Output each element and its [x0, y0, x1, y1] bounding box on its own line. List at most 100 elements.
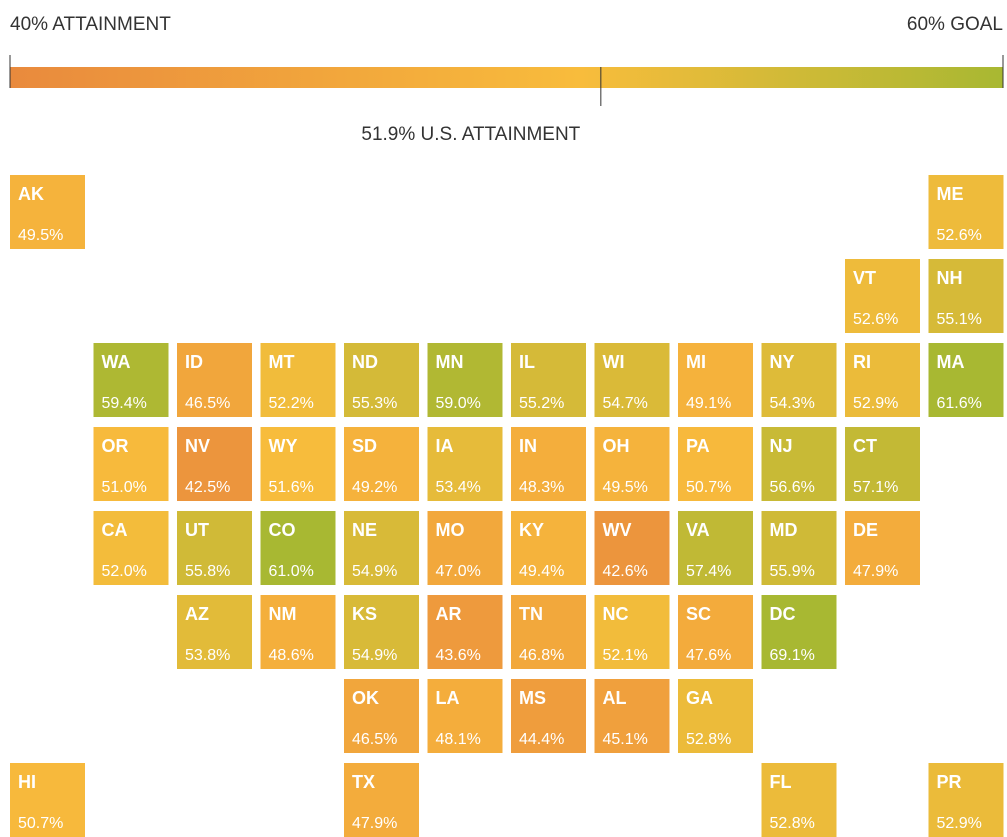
tile	[427, 679, 503, 753]
tile	[594, 595, 670, 669]
state-value: 57.4%	[686, 563, 731, 580]
state-value: 55.8%	[185, 563, 230, 580]
state-tile: CA 52.0%	[93, 511, 169, 585]
state-abbr: RI	[853, 352, 871, 372]
state-tile: SC 47.6%	[678, 595, 753, 669]
state-tile: OH 49.5%	[594, 427, 670, 501]
state-abbr: ME	[937, 184, 964, 204]
state-value: 54.9%	[352, 647, 397, 664]
tile	[10, 763, 85, 837]
state-tile: HI 50.7%	[10, 763, 85, 837]
state-abbr: AK	[18, 184, 44, 204]
state-abbr: IL	[519, 352, 535, 372]
state-tile: DC 69.1%	[761, 595, 837, 669]
state-tile: ND 55.3%	[344, 343, 419, 417]
state-abbr: IA	[436, 436, 454, 456]
state-value: 45.1%	[603, 731, 648, 748]
state-tile: NY 54.3%	[761, 343, 837, 417]
state-value: 50.7%	[686, 479, 731, 496]
tile	[344, 427, 419, 501]
state-value: 47.9%	[853, 563, 898, 580]
state-value: 54.7%	[603, 395, 648, 412]
state-tile: MN 59.0%	[427, 343, 503, 417]
state-tile: IN 48.3%	[511, 427, 586, 501]
state-abbr: SC	[686, 604, 711, 624]
tile	[93, 427, 169, 501]
state-value: 55.2%	[519, 395, 564, 412]
state-abbr: MO	[436, 520, 465, 540]
state-abbr: OR	[102, 436, 129, 456]
state-value: 59.4%	[102, 395, 147, 412]
tile	[177, 511, 252, 585]
state-value: 57.1%	[853, 479, 898, 496]
state-abbr: VT	[853, 268, 876, 288]
state-value: 48.6%	[269, 647, 314, 664]
state-value: 55.1%	[937, 311, 982, 328]
scale-bar	[10, 67, 1003, 88]
state-abbr: HI	[18, 772, 36, 792]
state-value: 51.0%	[102, 479, 147, 496]
state-abbr: UT	[185, 520, 209, 540]
state-tile: AL 45.1%	[594, 679, 670, 753]
state-abbr: MT	[269, 352, 295, 372]
state-tile: GA 52.8%	[678, 679, 753, 753]
state-tile: CT 57.1%	[845, 427, 920, 501]
tile	[761, 427, 837, 501]
state-abbr: MI	[686, 352, 706, 372]
tile	[427, 595, 503, 669]
state-value: 43.6%	[436, 647, 481, 664]
tile	[344, 595, 419, 669]
state-abbr: CT	[853, 436, 877, 456]
tile	[260, 511, 336, 585]
tile	[845, 343, 920, 417]
state-abbr: OH	[603, 436, 630, 456]
tile	[511, 595, 586, 669]
state-value: 52.6%	[853, 311, 898, 328]
state-tile: ID 46.5%	[177, 343, 252, 417]
state-value: 47.0%	[436, 563, 481, 580]
state-abbr: GA	[686, 688, 713, 708]
state-value: 42.6%	[603, 563, 648, 580]
state-value: 61.0%	[269, 563, 314, 580]
state-tile: SD 49.2%	[344, 427, 419, 501]
state-value: 55.9%	[770, 563, 815, 580]
state-value: 52.2%	[269, 395, 314, 412]
state-tile: LA 48.1%	[427, 679, 503, 753]
state-value: 46.5%	[185, 395, 230, 412]
state-tile: MT 52.2%	[260, 343, 336, 417]
state-value: 46.5%	[352, 731, 397, 748]
state-tile: KY 49.4%	[511, 511, 586, 585]
state-abbr: AR	[436, 604, 462, 624]
state-value: 47.6%	[686, 647, 731, 664]
tile	[344, 343, 419, 417]
state-value: 54.9%	[352, 563, 397, 580]
state-abbr: WI	[603, 352, 625, 372]
state-tile: MS 44.4%	[511, 679, 586, 753]
state-tile: KS 54.9%	[344, 595, 419, 669]
tile	[344, 679, 419, 753]
state-value: 69.1%	[770, 647, 815, 664]
tile	[928, 259, 1004, 333]
state-value: 42.5%	[185, 479, 230, 496]
tile	[511, 427, 586, 501]
state-abbr: NC	[603, 604, 629, 624]
state-value: 61.6%	[937, 395, 982, 412]
state-value: 46.8%	[519, 647, 564, 664]
tile	[344, 511, 419, 585]
state-value: 53.4%	[436, 479, 481, 496]
state-value: 59.0%	[436, 395, 481, 412]
state-tile: FL 52.8%	[761, 763, 837, 837]
us-label: 51.9% U.S. ATTAINMENT	[361, 124, 580, 145]
state-abbr: MD	[770, 520, 798, 540]
tile	[928, 343, 1004, 417]
state-abbr: TN	[519, 604, 543, 624]
state-abbr: MA	[937, 352, 965, 372]
tile	[678, 343, 753, 417]
state-value: 52.9%	[937, 815, 982, 832]
state-abbr: KY	[519, 520, 544, 540]
state-value: 49.1%	[686, 395, 731, 412]
state-abbr: MN	[436, 352, 464, 372]
state-tile: ME 52.6%	[928, 175, 1004, 249]
state-abbr: DE	[853, 520, 878, 540]
